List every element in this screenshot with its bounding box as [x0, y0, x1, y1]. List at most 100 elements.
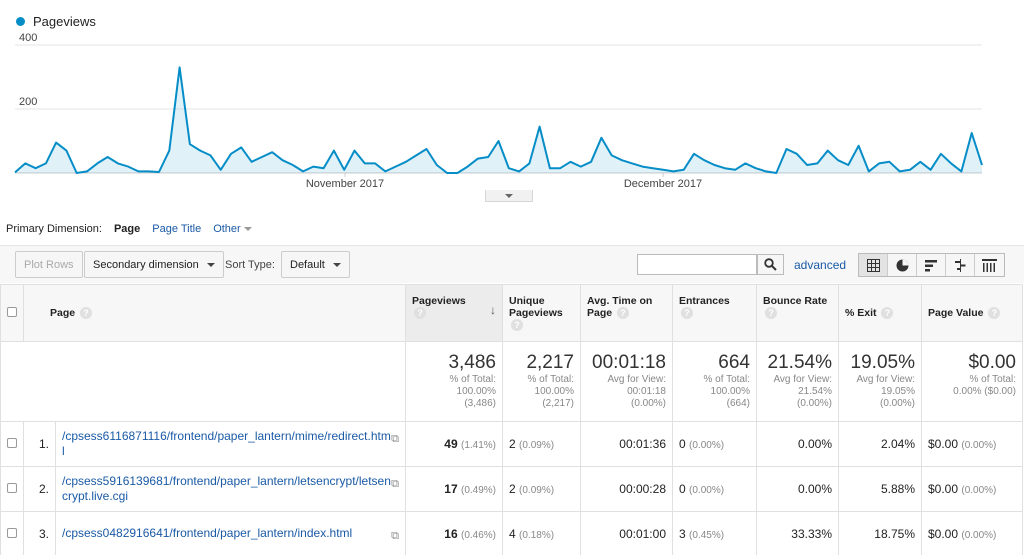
table-view-button[interactable]	[859, 254, 888, 276]
cell-value: 17	[444, 482, 458, 497]
data-point	[816, 162, 818, 164]
pivot-view-button[interactable]	[975, 254, 1004, 276]
data-point	[611, 154, 613, 156]
series-dot-icon	[16, 17, 25, 26]
select-all-checkbox[interactable]	[7, 306, 17, 317]
series-area	[15, 67, 982, 173]
data-point	[240, 146, 242, 148]
header-page-value[interactable]: Page Value ?	[921, 283, 1023, 343]
header-entrances[interactable]: Entrances?	[672, 283, 757, 343]
sort-type-value: Default	[290, 258, 325, 271]
dimension-page[interactable]: Page	[113, 223, 141, 235]
total-sub: 00:01:18	[627, 386, 666, 398]
data-point	[703, 159, 705, 161]
pie-view-button[interactable]	[888, 254, 917, 276]
row-entrances: 0 (0.00%)	[672, 466, 757, 513]
search-button[interactable]	[757, 254, 784, 275]
comparison-view-button[interactable]	[946, 254, 975, 276]
chart-collapse-handle[interactable]	[485, 190, 533, 202]
data-point	[189, 143, 191, 145]
data-point	[405, 161, 407, 163]
row-select-cell[interactable]	[0, 511, 24, 555]
data-point	[487, 156, 489, 158]
data-point	[508, 167, 510, 169]
help-icon[interactable]: ?	[80, 307, 93, 320]
chevron-down-icon	[206, 262, 215, 267]
cell-pct: (0.00%)	[689, 440, 725, 452]
data-point	[14, 171, 16, 173]
header-avg-time[interactable]: Avg. Time on Page ?	[580, 283, 673, 343]
open-external-icon[interactable]: ⧉	[391, 478, 399, 491]
data-point	[498, 140, 500, 142]
row-checkbox[interactable]	[7, 438, 17, 449]
data-point	[395, 166, 397, 168]
open-external-icon[interactable]: ⧉	[391, 433, 399, 446]
row-page-link[interactable]: /cpsess5916139681/frontend/paper_lantern…	[62, 474, 391, 504]
data-point	[384, 170, 386, 172]
data-point	[55, 142, 57, 144]
row-avg-time: 00:01:36	[580, 421, 673, 468]
plot-rows-button[interactable]: Plot Rows	[15, 251, 83, 278]
data-point	[847, 164, 849, 166]
row-select-cell[interactable]	[0, 466, 24, 513]
help-icon[interactable]: ?	[988, 307, 1001, 320]
performance-view-button[interactable]	[917, 254, 946, 276]
dimension-other-dropdown[interactable]: Other	[213, 223, 252, 235]
total-page-value: $0.00% of Total: 0.00% ($0.00)	[921, 341, 1023, 423]
open-external-icon[interactable]: ⧉	[391, 529, 399, 542]
data-point	[374, 162, 376, 164]
header-bounce-rate[interactable]: Bounce Rate?	[756, 283, 839, 343]
secondary-dimension-dropdown[interactable]: Secondary dimension	[84, 251, 224, 278]
data-point	[436, 164, 438, 166]
y-tick-label: 200	[19, 96, 37, 108]
help-icon[interactable]: ?	[681, 307, 693, 320]
cell-pct: (0.00%)	[961, 485, 997, 497]
row-page-link[interactable]: /cpsess0482916641/frontend/paper_lantern…	[62, 525, 353, 540]
help-icon[interactable]: ?	[511, 319, 523, 332]
data-point	[292, 164, 294, 166]
cell-pct: (0.00%)	[961, 440, 997, 452]
chart-legend[interactable]: Pageviews	[16, 14, 96, 29]
select-all-cell[interactable]	[0, 283, 24, 343]
row-entrances: 0 (0.00%)	[672, 421, 757, 468]
help-icon[interactable]: ?	[617, 307, 630, 320]
data-point	[837, 159, 839, 161]
sort-type-dropdown[interactable]: Default	[281, 251, 350, 278]
data-point	[467, 166, 469, 168]
header-unique-pageviews-label: Unique Pageviews	[509, 295, 563, 319]
data-point	[806, 164, 808, 166]
data-point	[477, 158, 479, 160]
table-row: 1. ⧉/cpsess6116871116/frontend/paper_lan…	[0, 421, 1023, 468]
table-search-input[interactable]	[637, 254, 757, 275]
header-pageviews[interactable]: ↓ Pageviews?	[405, 283, 503, 343]
row-page-link[interactable]: /cpsess6116871116/frontend/paper_lantern…	[62, 429, 391, 459]
header-unique-pageviews[interactable]: Unique Pageviews ?	[502, 283, 581, 343]
data-point	[539, 126, 541, 128]
row-checkbox[interactable]	[7, 483, 17, 494]
header-page[interactable]: Page ?	[23, 283, 406, 343]
help-icon[interactable]: ?	[414, 307, 426, 320]
data-point	[971, 132, 973, 134]
data-point	[662, 169, 664, 171]
help-icon[interactable]: ?	[881, 307, 894, 320]
total-sub: 100.00%	[534, 386, 574, 398]
sort-down-icon: ↓	[490, 303, 496, 317]
total-sub: (0.00%)	[796, 398, 832, 410]
data-point	[858, 145, 860, 147]
row-avg-time: 00:00:28	[580, 466, 673, 513]
comparison-icon	[954, 258, 965, 272]
advanced-filter-link[interactable]: advanced	[794, 258, 847, 272]
row-checkbox[interactable]	[7, 528, 17, 539]
data-point	[621, 159, 623, 161]
data-point	[76, 172, 78, 174]
header-exit[interactable]: % Exit ?	[838, 283, 922, 343]
cell-value: 0	[679, 437, 686, 452]
total-sub: 19.05%	[881, 386, 915, 398]
data-point	[528, 162, 530, 164]
row-unique: 2 (0.09%)	[502, 466, 581, 513]
help-icon[interactable]: ?	[765, 307, 777, 320]
row-select-cell[interactable]	[0, 421, 24, 468]
dimension-page-title[interactable]: Page Title	[152, 223, 202, 235]
cell-pct: (0.09%)	[519, 440, 555, 452]
primary-dimension-label: Primary Dimension:	[6, 223, 102, 235]
